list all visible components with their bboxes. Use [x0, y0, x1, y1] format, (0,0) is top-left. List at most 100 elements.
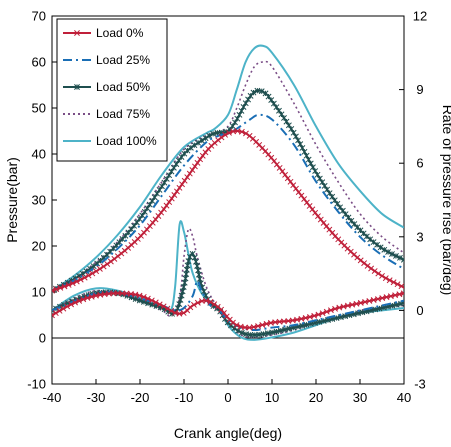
pressure-marker: [77, 276, 84, 283]
pressure-marker: [218, 134, 225, 141]
pressure-marker: [398, 283, 404, 290]
y-left-tick-label: 30: [32, 193, 46, 208]
pressure-marker: [334, 200, 341, 207]
rate-marker: [400, 290, 404, 297]
pressure-marker: [96, 265, 103, 272]
rate-marker: [307, 313, 313, 320]
pressure-marker: [65, 281, 72, 288]
rate-marker: [392, 292, 399, 299]
y-right-tick-label: 12: [413, 9, 427, 24]
pressure-marker: [329, 193, 336, 200]
pressure-marker: [324, 186, 331, 193]
pressure-marker: [202, 135, 209, 142]
rate-marker: [370, 297, 377, 303]
rate-marker: [323, 308, 330, 315]
rate-marker: [286, 325, 293, 332]
rate-marker: [311, 312, 318, 319]
pressure-marker: [81, 274, 88, 281]
y-left-tick-label: 0: [39, 331, 46, 346]
rate-marker: [72, 299, 79, 306]
pressure-marker: [364, 262, 371, 269]
y-axis-left-title: Pressure(bar): [4, 157, 20, 243]
rate-marker: [196, 276, 203, 282]
y-left-tick-label: -10: [27, 377, 46, 392]
pressure-marker: [265, 93, 272, 100]
rate-marker: [250, 324, 257, 330]
pressure-marker: [385, 249, 392, 255]
pressure-marker: [176, 184, 183, 191]
rate-marker: [247, 331, 254, 338]
rate-marker: [180, 310, 187, 316]
pressure-marker: [390, 279, 397, 286]
rate-marker: [52, 310, 59, 317]
rate-marker: [56, 307, 63, 314]
rate-marker: [140, 293, 147, 300]
pressure-marker: [189, 167, 196, 173]
pressure-marker: [386, 277, 393, 284]
pressure-marker: [173, 188, 180, 195]
pressure-marker: [361, 260, 368, 267]
rate-marker: [68, 301, 75, 308]
x-tick-label: 0: [224, 390, 231, 405]
pressure-marker: [89, 270, 96, 277]
pressure-marker: [279, 168, 286, 175]
pressure-marker: [270, 100, 277, 107]
y-right-tick-label: 3: [416, 229, 423, 244]
rate-marker: [80, 296, 87, 303]
rate-marker: [255, 323, 262, 330]
rate-marker: [136, 292, 143, 299]
pressure-marker: [238, 128, 245, 135]
pressure-marker: [57, 284, 64, 291]
series-load-25-: [52, 113, 404, 332]
rate-marker: [303, 321, 310, 328]
x-tick-label: -40: [43, 390, 62, 405]
series-layer: [52, 44, 404, 341]
pressure-marker: [226, 129, 232, 136]
rate-marker: [231, 325, 238, 332]
pressure-marker: [290, 182, 297, 189]
pressure-marker: [210, 130, 217, 137]
rate-marker: [319, 310, 326, 317]
rate-marker: [316, 318, 323, 325]
rate-marker: [156, 301, 163, 308]
legend-marker: [74, 30, 80, 36]
pressure-marker: [158, 209, 165, 216]
rate-marker: [52, 312, 55, 319]
x-axis-title: Crank angle(deg): [174, 425, 282, 441]
rate-marker: [64, 303, 71, 310]
pressure-marker: [382, 275, 389, 282]
rate-marker: [383, 294, 390, 301]
y-left-tick-label: 50: [32, 101, 46, 116]
rate-marker: [191, 254, 198, 261]
pressure-marker: [104, 261, 111, 267]
pressure-marker: [197, 156, 204, 163]
pressure-marker: [295, 189, 302, 196]
rate-marker: [207, 299, 214, 305]
pressure-marker: [400, 256, 404, 263]
pressure-marker: [371, 268, 378, 275]
rate-marker: [277, 327, 284, 334]
pressure-marker: [160, 206, 167, 213]
rate-marker: [152, 299, 159, 306]
x-tick-label: 10: [265, 390, 279, 405]
rate-marker: [144, 295, 151, 302]
pressure-marker: [166, 199, 173, 206]
pressure-marker: [53, 286, 60, 293]
pressure-marker: [268, 97, 275, 104]
rate-marker: [332, 305, 339, 312]
x-tick-label: 40: [397, 390, 411, 405]
rate-marker: [315, 311, 322, 318]
pressure-marker: [85, 272, 92, 279]
rate-marker: [177, 296, 184, 303]
pressure-marker: [73, 278, 80, 285]
pressure-marker: [179, 181, 185, 188]
pressure-marker: [389, 251, 395, 257]
pressure-marker: [168, 195, 175, 202]
pressure-marker: [90, 263, 97, 270]
rate-marker: [355, 310, 362, 317]
legend-label: Load 0%: [96, 26, 144, 40]
rate-marker: [203, 297, 210, 304]
rate-marker: [342, 313, 349, 320]
rate-marker: [372, 306, 379, 313]
